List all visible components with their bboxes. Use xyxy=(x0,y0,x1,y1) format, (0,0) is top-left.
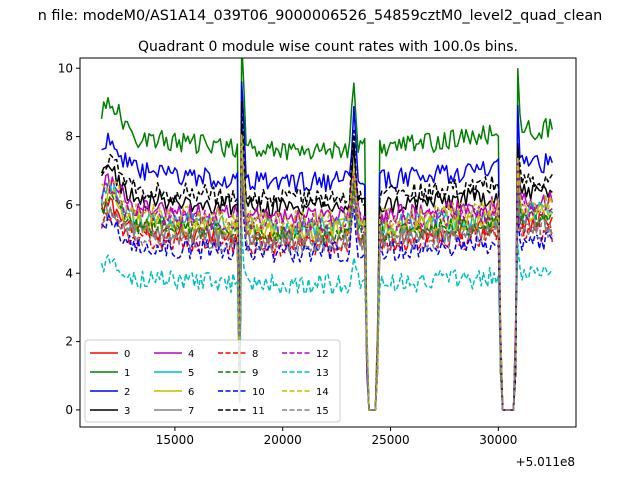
series-line-15 xyxy=(101,175,554,411)
legend-label-9: 9 xyxy=(252,368,258,379)
legend-label-10: 10 xyxy=(252,387,265,398)
legend-label-1: 1 xyxy=(124,368,130,379)
series-line-13 xyxy=(100,226,553,411)
legend-label-2: 2 xyxy=(124,387,130,398)
series-line-12 xyxy=(100,151,553,411)
x-tick-label: 25000 xyxy=(371,433,409,447)
series-line-10 xyxy=(101,191,553,411)
legend-label-15: 15 xyxy=(316,406,329,417)
legend-label-0: 0 xyxy=(124,349,130,360)
legend-label-13: 13 xyxy=(316,368,329,379)
y-tick-label: 10 xyxy=(58,61,73,75)
x-tick-label: 15000 xyxy=(156,433,194,447)
legend-box xyxy=(84,339,341,423)
y-tick-label: 4 xyxy=(65,266,73,280)
x-axis: 15000 20000 25000 30000 xyxy=(156,427,517,447)
legend-label-14: 14 xyxy=(316,387,329,398)
legend-label-8: 8 xyxy=(252,349,258,360)
series-line-1 xyxy=(100,58,554,411)
series-line-11 xyxy=(100,101,553,411)
series-layer xyxy=(100,58,554,411)
legend-label-11: 11 xyxy=(252,406,265,417)
y-tick-label: 2 xyxy=(65,335,73,349)
series-line-2 xyxy=(101,81,554,411)
series-line-3 xyxy=(100,122,553,411)
chart-title: Quadrant 0 module wise count rates with … xyxy=(138,39,518,55)
legend-label-12: 12 xyxy=(316,349,329,360)
plot-frame xyxy=(79,57,577,428)
y-tick-label: 0 xyxy=(65,403,73,417)
legend-label-3: 3 xyxy=(124,406,130,417)
y-tick-label: 6 xyxy=(65,198,73,212)
legend-label-4: 4 xyxy=(188,349,194,360)
x-tick-label: 30000 xyxy=(479,433,517,447)
x-tick-label: 20000 xyxy=(264,433,302,447)
legend-label-5: 5 xyxy=(188,368,194,379)
figure-suptitle: n file: modeM0/AS1A14_039T06_9000006526_… xyxy=(38,8,603,24)
x-offset-label: +5.011e8 xyxy=(516,455,575,469)
series-line-8 xyxy=(100,182,554,411)
legend-label-7: 7 xyxy=(188,406,194,417)
series-line-7 xyxy=(100,177,553,411)
y-axis: 0 2 4 6 8 10 xyxy=(58,61,80,417)
series-line-14 xyxy=(101,134,554,411)
legend-label-6: 6 xyxy=(188,387,194,398)
y-tick-label: 8 xyxy=(65,130,73,144)
